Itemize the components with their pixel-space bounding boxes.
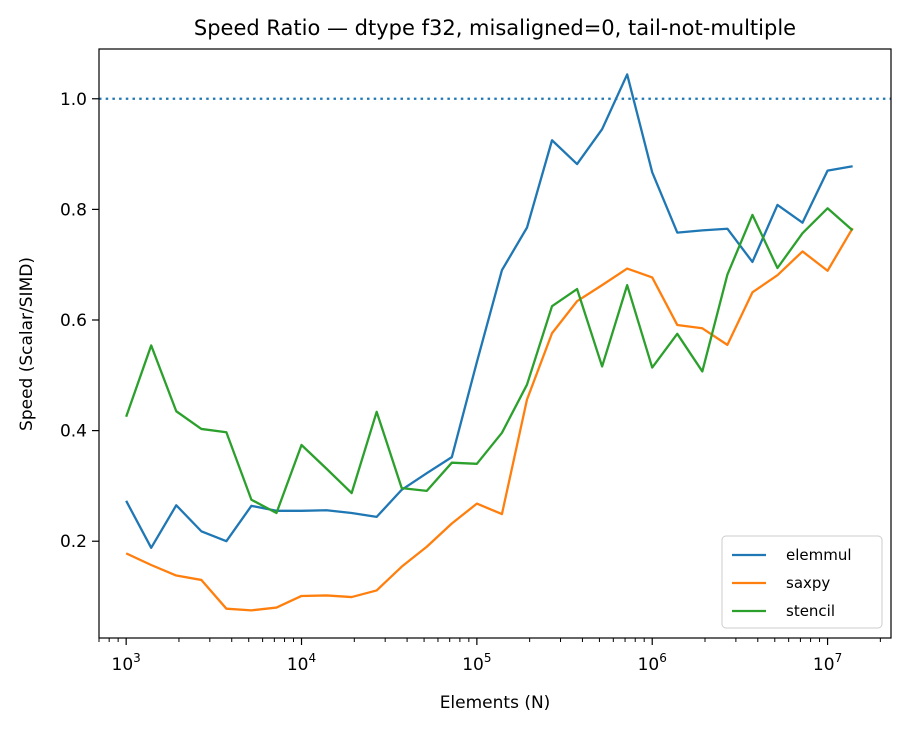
y-axis-label: Speed (Scalar/SIMD) [17,257,37,431]
legend-label-elemmul: elemmul [786,546,852,564]
x-axis: 103 104 105 106 107 [98,638,881,675]
y-tick-label: 1.0 [60,90,87,110]
plot-frame [98,48,892,639]
y-tick-label: 0.2 [60,532,87,552]
y-axis: 0.2 0.4 0.6 0.8 1.0 [60,90,99,552]
x-axis-label: Elements (N) [440,693,551,713]
y-tick-label: 0.8 [60,200,87,220]
y-tick-label: 0.4 [60,422,87,442]
legend-label-saxpy: saxpy [786,574,830,592]
x-tick-label: 105 [462,651,491,675]
series-line-saxpy [125,227,854,612]
y-tick-label: 0.6 [60,311,87,331]
x-tick-label: 104 [287,651,316,675]
series-line-stencil [125,207,854,515]
chart-title: Speed Ratio — dtype f32, misaligned=0, t… [194,16,796,40]
legend-box [721,535,883,629]
x-tick-label: 103 [112,651,141,675]
legend-label-stencil: stencil [786,602,835,620]
series-line-elemmul [125,73,853,549]
plot-area [99,73,891,612]
x-tick-label: 106 [638,651,667,675]
legend: elemmul saxpy stencil [721,535,883,629]
x-tick-label: 107 [813,651,842,675]
